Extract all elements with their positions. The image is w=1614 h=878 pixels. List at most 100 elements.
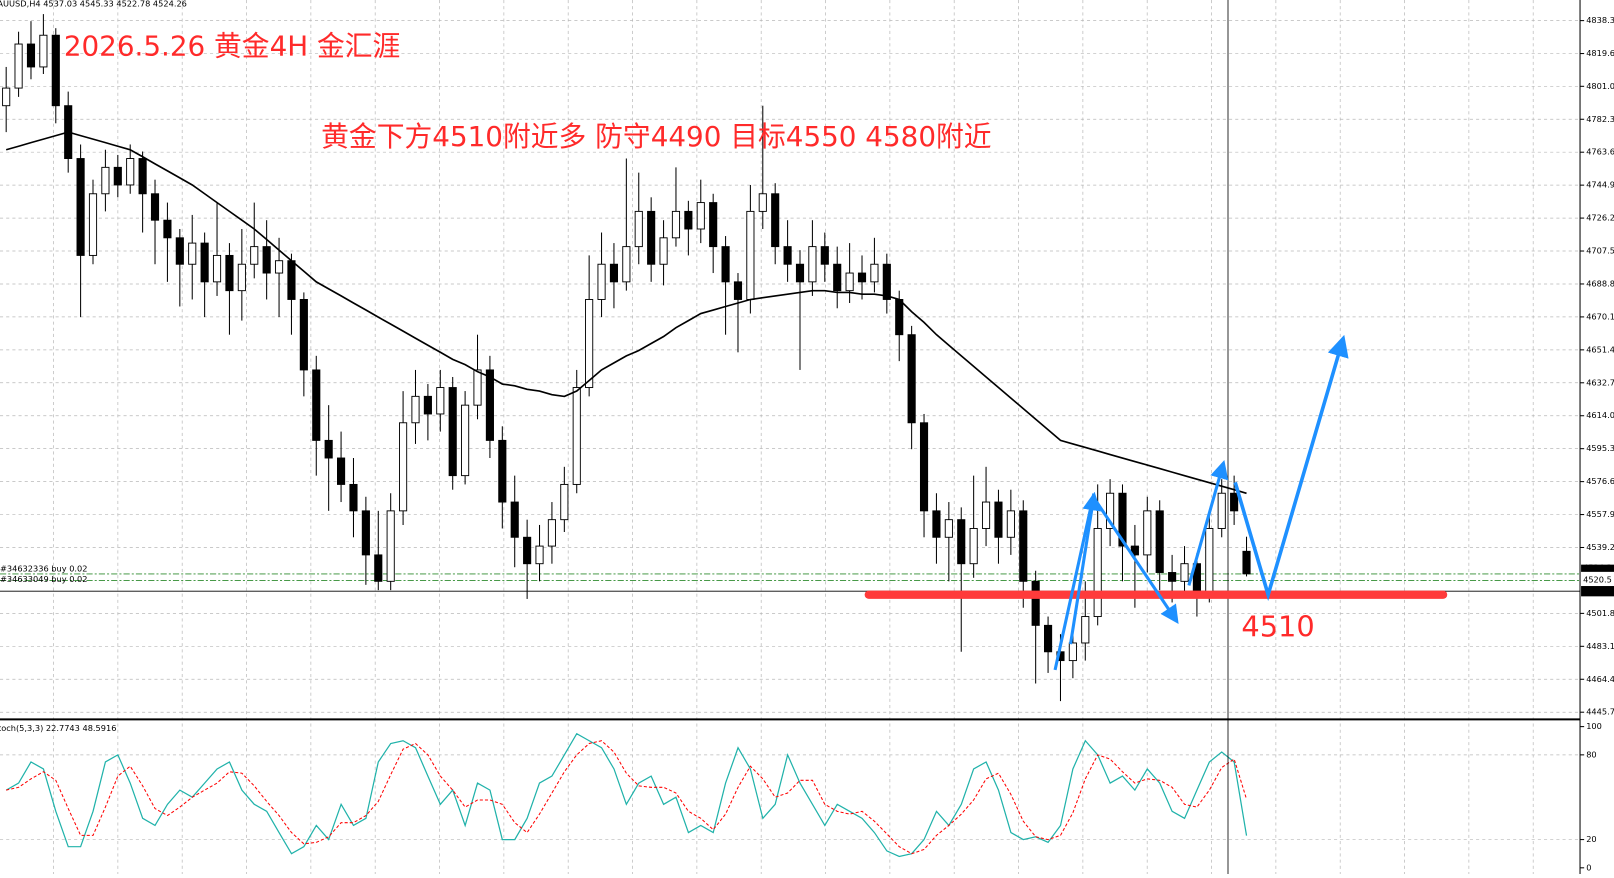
candle-body bbox=[1118, 492, 1127, 547]
candle-body bbox=[981, 501, 991, 529]
candle-body bbox=[374, 554, 383, 582]
y-tick-label: 4782.3 bbox=[1586, 114, 1614, 124]
y-tick-label: 4464.4 bbox=[1586, 674, 1614, 684]
candle-body bbox=[671, 210, 681, 239]
y-tick-label: 4632.7 bbox=[1586, 377, 1614, 387]
candle-body bbox=[746, 210, 755, 300]
chart-subtitle: 黄金下方4510附近多 防守4490 目标4550 4580附近 bbox=[321, 120, 991, 153]
stoch-tick-label: 80 bbox=[1586, 749, 1596, 759]
candle-body bbox=[932, 510, 941, 538]
support-line bbox=[864, 590, 1448, 599]
candle-body bbox=[1230, 492, 1239, 512]
y-tick-label: 4483.1 bbox=[1586, 641, 1614, 651]
y-tick-label: 4744.9 bbox=[1586, 180, 1614, 190]
candle-body bbox=[349, 483, 358, 512]
candle-body bbox=[969, 528, 978, 565]
candle-body bbox=[324, 439, 333, 459]
candle-body bbox=[919, 422, 929, 512]
order-label: #34632336 buy 0.02 bbox=[0, 563, 87, 573]
wave-arrow bbox=[1068, 491, 1101, 645]
stoch-tick-label: 0 bbox=[1586, 862, 1591, 872]
grid bbox=[0, 0, 1581, 874]
candle-body bbox=[994, 501, 1003, 538]
candle-body bbox=[870, 263, 879, 283]
candle-body bbox=[1031, 580, 1040, 626]
candle-body bbox=[957, 519, 966, 565]
candle-body bbox=[597, 263, 606, 300]
candle-body bbox=[696, 202, 705, 230]
candle-body bbox=[312, 369, 321, 441]
y-tick-label: 4651.4 bbox=[1586, 344, 1614, 354]
y-tick-label: 4726.2 bbox=[1586, 213, 1614, 223]
y-tick-label: 4445.7 bbox=[1586, 707, 1614, 717]
plot bbox=[0, 14, 1581, 858]
candle-body bbox=[795, 263, 805, 283]
candle-body bbox=[882, 263, 891, 300]
order-label: #34633049 buy 0.02 bbox=[0, 574, 87, 584]
bid-label-box bbox=[1581, 586, 1614, 597]
y-tick-label: 4763.6 bbox=[1586, 147, 1614, 157]
candle-body bbox=[88, 193, 98, 256]
candle-body bbox=[175, 237, 184, 265]
candle-body bbox=[113, 166, 122, 186]
candle-body bbox=[1006, 510, 1015, 538]
candle-body bbox=[14, 43, 23, 89]
price-label: 4520.5 bbox=[1583, 574, 1612, 584]
y-tick-label: 4670.1 bbox=[1586, 311, 1614, 321]
y-tick-label: 4688.8 bbox=[1586, 278, 1614, 288]
price-label-box bbox=[1581, 564, 1614, 572]
candle-body bbox=[498, 439, 507, 503]
candle-body bbox=[274, 260, 284, 274]
candle-body bbox=[1217, 492, 1226, 529]
candle-body bbox=[733, 281, 743, 300]
candle-body bbox=[585, 299, 594, 389]
candle-body bbox=[560, 483, 569, 521]
moving-average bbox=[5, 131, 1247, 495]
candle-body bbox=[895, 299, 904, 336]
candle-body bbox=[250, 246, 259, 265]
candle-body bbox=[820, 246, 829, 265]
candle-body bbox=[39, 34, 48, 68]
candle-body bbox=[721, 246, 730, 283]
stoch-tick-label: 100 bbox=[1586, 721, 1602, 731]
candle-body bbox=[1068, 642, 1077, 662]
candle-body bbox=[907, 334, 916, 424]
candle-body bbox=[337, 457, 346, 485]
candle-body bbox=[461, 404, 470, 477]
candle-body bbox=[1143, 510, 1152, 556]
support-label: 4510 bbox=[1241, 610, 1314, 644]
y-tick-label: 4801.0 bbox=[1586, 81, 1614, 91]
candle-body bbox=[51, 34, 60, 107]
candle-body bbox=[709, 202, 718, 248]
candle-body bbox=[1168, 572, 1177, 582]
stoch-d bbox=[6, 740, 1248, 855]
symbol-header: XAUUSD,H4 4537.03 4545.33 4522.78 4524.2… bbox=[0, 0, 187, 9]
price-label-box bbox=[1581, 577, 1614, 585]
bid-label: 4514.4 bbox=[1583, 586, 1612, 596]
candle-body bbox=[1242, 550, 1251, 575]
candle-body bbox=[634, 210, 643, 248]
wave-arrow bbox=[1187, 460, 1229, 586]
candle-body bbox=[200, 242, 209, 283]
candle-body bbox=[423, 395, 432, 415]
candle-body bbox=[523, 536, 532, 565]
candle-body bbox=[448, 387, 457, 477]
candle-body bbox=[26, 43, 36, 68]
candle-body bbox=[299, 299, 308, 371]
candle-body bbox=[386, 510, 395, 582]
candle-body bbox=[659, 237, 668, 265]
candle-body bbox=[1019, 510, 1028, 582]
candle-body bbox=[1093, 528, 1102, 618]
candle-body bbox=[138, 158, 147, 195]
candle-body bbox=[808, 246, 817, 283]
candle-body bbox=[237, 263, 246, 292]
candle-body bbox=[212, 254, 222, 283]
candle-body bbox=[126, 158, 135, 186]
candle-body bbox=[163, 219, 172, 239]
candle-body bbox=[399, 422, 408, 512]
candle-body bbox=[473, 369, 482, 406]
y-tick-label: 4838.3 bbox=[1586, 15, 1614, 25]
candle-body bbox=[510, 501, 519, 538]
